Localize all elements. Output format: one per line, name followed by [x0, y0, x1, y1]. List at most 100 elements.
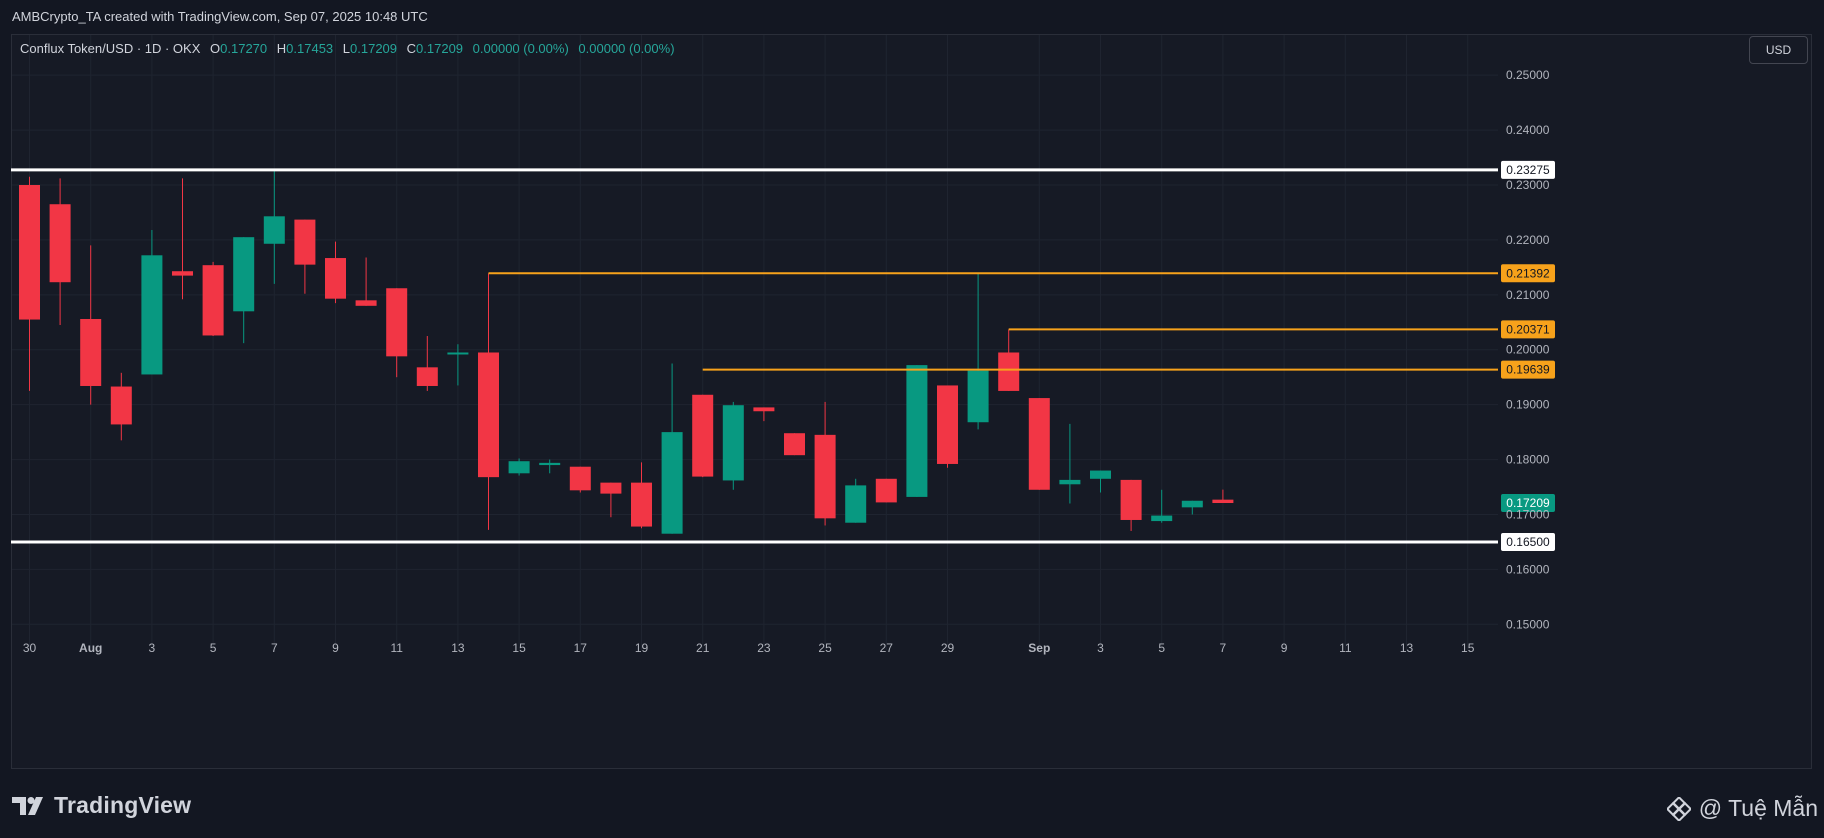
level-price-tag[interactable] [1501, 320, 1555, 339]
time-tick-label: 13 [451, 641, 465, 655]
price-tick-label: 0.19000 [1506, 398, 1550, 412]
price-tick-label: 0.25000 [1506, 68, 1550, 82]
change-value: 0.00000 (0.00%) [472, 41, 569, 56]
level-price-tag[interactable] [1501, 264, 1555, 283]
low-label: L [342, 41, 351, 56]
candles [19, 170, 1234, 534]
candle-body [753, 407, 775, 412]
candle-body [355, 300, 377, 306]
candle [814, 401, 836, 526]
low-value: 0.17209 [350, 41, 398, 56]
price-tick-label: 0.16000 [1506, 562, 1550, 576]
candle-body [508, 461, 530, 474]
candle-body [233, 237, 255, 312]
candle-body [998, 352, 1020, 391]
candle [508, 458, 530, 476]
candle-body [600, 482, 622, 494]
candle [600, 482, 622, 518]
candle-body [19, 185, 40, 320]
candle [1151, 489, 1173, 523]
candle-body [1120, 479, 1142, 520]
price-tick-label: 0.22000 [1506, 233, 1550, 247]
candle [661, 363, 683, 534]
candle [263, 170, 285, 284]
price-axis[interactable]: 0.25000 0.24000 0.23000 0.22000 0.21000 0.200… [1506, 68, 1550, 631]
candle [906, 365, 928, 497]
tradingview-brand[interactable]: TradingView [12, 792, 191, 819]
candle [1090, 470, 1111, 493]
level-price-label: 0.20371 [1506, 322, 1550, 336]
level-price-tag[interactable] [1501, 160, 1555, 179]
candle [784, 433, 805, 456]
candle [447, 344, 469, 386]
time-tick-label: 21 [696, 641, 710, 655]
high-value: 0.17453 [286, 41, 334, 56]
level-price-label: 0.21392 [1506, 266, 1550, 280]
last-price-tag[interactable] [1501, 494, 1555, 513]
grid [12, 35, 1498, 650]
candle [692, 394, 714, 478]
candle [80, 245, 102, 405]
candle [845, 478, 867, 523]
candle [19, 176, 40, 391]
change-value-2: 0.00000 (0.00%) [578, 41, 675, 56]
level-price-tag[interactable] [1501, 360, 1555, 379]
price-tick-label: 0.18000 [1506, 453, 1550, 467]
time-axis[interactable]: 30 Aug 3 5 7 9 11 13 15 17 19 21 23 25 27 29 Sep 3 5 7 9 11 13… [23, 641, 1475, 655]
watermark-text: @ Tuệ Mẫn [1698, 795, 1818, 821]
candle-body [1090, 470, 1111, 479]
candle [478, 273, 499, 530]
time-tick-label: 9 [1281, 641, 1288, 655]
candle [1181, 500, 1203, 515]
last-price-label: 0.17209 [1506, 496, 1550, 510]
symbol-title[interactable]: Conflux Token/USD · 1D · OKX [20, 41, 201, 56]
footer [0, 770, 1824, 838]
price-levels[interactable]: 0.23275 0.21392 0.20371 0.19639 0.16500 0.172… [11, 160, 1555, 551]
candle-body [1028, 398, 1050, 490]
price-tick-label: 0.15000 [1506, 617, 1550, 631]
time-tick-label: 7 [271, 641, 278, 655]
time-tick-label: 9 [332, 641, 339, 655]
candle-body [845, 485, 867, 523]
level-price-label: 0.16500 [1506, 535, 1550, 549]
candle-body [263, 216, 285, 244]
time-tick-label: 13 [1400, 641, 1414, 655]
candle-body [80, 318, 102, 386]
candle-body [967, 370, 989, 423]
level-price-tag[interactable] [1501, 532, 1555, 551]
candle [631, 462, 652, 529]
author-watermark: @ Tuệ Mẫn [1666, 795, 1818, 822]
time-tick-label: 19 [635, 641, 649, 655]
symbol-legend: Conflux Token/USD · 1D · OKX O0.17270 H0… [20, 41, 681, 56]
time-tick-label: 5 [210, 641, 217, 655]
time-tick-label: 15 [512, 641, 526, 655]
candle-body [49, 204, 71, 283]
candle-body [478, 352, 499, 478]
open-value: 0.17270 [220, 41, 268, 56]
candle [1120, 479, 1142, 531]
candle [172, 178, 193, 300]
candle [1028, 398, 1050, 490]
candle [325, 241, 346, 304]
candle [110, 372, 132, 441]
candle-body [1151, 515, 1173, 522]
binance-logo-icon [1666, 796, 1691, 821]
candle [539, 459, 561, 474]
candle [1212, 489, 1234, 504]
candle [569, 466, 591, 493]
level-price-label: 0.19639 [1506, 363, 1550, 377]
candle [294, 219, 316, 294]
currency-button[interactable]: USD [1749, 36, 1808, 64]
candle [937, 385, 958, 468]
candlestick-chart[interactable]: 0.23275 0.21392 0.20371 0.19639 0.16500 0.172… [0, 0, 1824, 770]
candle-body [416, 367, 438, 386]
time-tick-label: 3 [149, 641, 156, 655]
price-tick-label: 0.20000 [1506, 343, 1550, 357]
candle [202, 261, 224, 337]
time-tick-label: 11 [390, 641, 403, 655]
candle-body [692, 394, 714, 477]
close-value: 0.17209 [416, 41, 464, 56]
candle-body [325, 258, 346, 299]
level-price-label: 0.23275 [1506, 163, 1550, 177]
tradingview-logo-icon [12, 796, 43, 815]
